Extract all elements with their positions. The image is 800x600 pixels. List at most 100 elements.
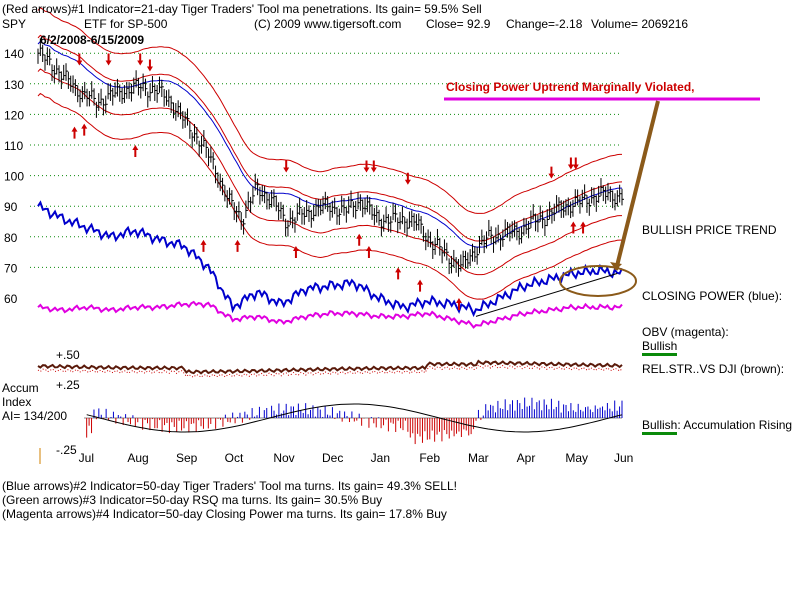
close-value: Close= 92.9	[426, 17, 491, 31]
arrow-shape	[572, 157, 579, 170]
bollinger-bands	[37, 7, 623, 300]
month-label: Dec	[322, 451, 343, 465]
accum-ma	[86, 403, 623, 433]
arrow-shape	[146, 59, 153, 72]
y-tick-label: 60	[4, 292, 18, 306]
header-indicator-line: (Red arrows)#1 Indicator=21-day Tiger Tr…	[2, 2, 482, 16]
arrow-shape	[76, 53, 83, 66]
price-gridlines	[30, 52, 622, 268]
upper-band-outer	[37, 7, 622, 214]
accum-mid-tick: +.25	[56, 378, 80, 392]
annotation-ellipse	[559, 265, 637, 297]
buy-arrow-icon	[580, 221, 587, 234]
month-label: Aug	[127, 451, 148, 465]
arrow-shape	[105, 53, 112, 66]
annotation-arrowhead-icon	[610, 262, 622, 270]
sell-arrow-icon	[548, 166, 555, 179]
y-tick-label: 130	[4, 78, 24, 92]
accum-index: Index	[2, 395, 32, 409]
arrow-shape	[365, 245, 372, 258]
sell-arrow-icon	[105, 53, 112, 66]
relstr-label: REL.STR..VS DJI (brown):	[642, 362, 785, 376]
arrow-shape	[455, 298, 462, 310]
arrow-shape	[283, 160, 290, 173]
symbol: SPY	[2, 17, 27, 31]
relative-strength-line	[37, 359, 623, 378]
arrow-shape	[200, 239, 207, 252]
upper-band-inner	[37, 34, 623, 242]
signal-arrows	[71, 53, 587, 310]
month-label: May	[565, 451, 588, 465]
date-range: 6/2/2008-6/15/2009	[40, 33, 145, 47]
buy-arrow-icon	[356, 233, 363, 246]
arrow-shape	[570, 221, 577, 234]
arrow-shape	[292, 245, 299, 258]
trend-annotation	[444, 97, 760, 297]
copyright: (C) 2009 www.tigersoft.com	[254, 17, 402, 31]
arrow-shape	[234, 239, 241, 252]
arrow-shape	[356, 233, 363, 246]
accum-hi-tick: +.50	[56, 348, 80, 362]
accum-title: Accum	[2, 381, 39, 395]
footer-blue-arrows: (Blue arrows)#2 Indicator=50-day Tiger T…	[2, 479, 457, 493]
change-value: Change=-2.18	[506, 17, 583, 31]
annotation-pointer	[614, 100, 660, 271]
sell-arrow-icon	[146, 59, 153, 72]
buy-arrow-icon	[234, 239, 241, 252]
buy-arrow-icon	[132, 145, 139, 157]
accum-lo-tick: -.25	[56, 443, 77, 457]
month-label: Nov	[273, 451, 294, 465]
arrow-shape	[363, 160, 370, 173]
buy-arrow-icon	[455, 298, 462, 310]
month-label: Apr	[517, 451, 536, 465]
arrow-shape	[370, 160, 377, 173]
arrow-shape	[567, 157, 574, 170]
sell-arrow-icon	[404, 172, 411, 185]
closing-power-line	[37, 200, 623, 318]
accum-status-line: Bullish: Accumulation Rising	[642, 418, 793, 435]
month-label: Jan	[371, 451, 390, 465]
accum-status-text: : Accumulation Rising	[677, 418, 793, 432]
arrow-shape	[71, 126, 78, 139]
accum-ai: AI= 134/200	[2, 409, 68, 423]
y-tick-label: 80	[4, 231, 18, 245]
buy-arrow-icon	[570, 221, 577, 234]
y-tick-label: 100	[4, 170, 24, 184]
footer-magenta-arrows: (Magenta arrows)#4 Indicator=50-day Clos…	[2, 507, 447, 521]
lower-band-inner	[37, 68, 622, 276]
y-tick-label: 90	[4, 200, 18, 214]
buy-arrow-icon	[71, 126, 78, 139]
sell-arrow-icon	[370, 160, 377, 173]
relstr-path	[37, 359, 623, 375]
month-label: Oct	[225, 451, 244, 465]
buy-arrow-icon	[395, 267, 402, 280]
footer-green-arrows: (Green arrows)#3 Indicator=50-day RSQ ma…	[2, 493, 383, 507]
etf-label: ETF for SP-500	[84, 17, 168, 31]
sell-arrow-icon	[76, 53, 83, 66]
month-label: Jul	[79, 451, 94, 465]
closing-power-label: CLOSING POWER (blue):	[642, 289, 783, 303]
arrow-shape	[81, 123, 88, 136]
closing-power-blue-path	[37, 200, 623, 318]
arrow-shape	[137, 53, 144, 66]
arrow-shape	[580, 221, 587, 234]
buy-arrow-icon	[292, 245, 299, 258]
accumulation-histogram	[84, 397, 623, 445]
buy-arrow-icon	[417, 279, 424, 292]
price-bars	[37, 38, 624, 277]
arrow-shape	[395, 267, 402, 280]
obv-line	[37, 300, 623, 329]
y-tick-label: 70	[4, 261, 18, 275]
buy-arrow-icon	[200, 239, 207, 252]
lower-band-outer	[37, 92, 622, 300]
y-tick-label: 110	[4, 139, 23, 153]
arrow-shape	[132, 145, 139, 157]
arrow-shape	[548, 166, 555, 179]
month-label: Feb	[419, 451, 440, 465]
month-label: Mar	[468, 451, 489, 465]
obv-status: Bullish	[642, 339, 678, 356]
y-tick-label: 140	[4, 47, 24, 61]
x-axis-months: Jul Aug Sep Oct Nov Dec Jan Feb Mar Apr May Jun	[39, 448, 633, 465]
obv-label: OBV (magenta):	[642, 325, 729, 339]
